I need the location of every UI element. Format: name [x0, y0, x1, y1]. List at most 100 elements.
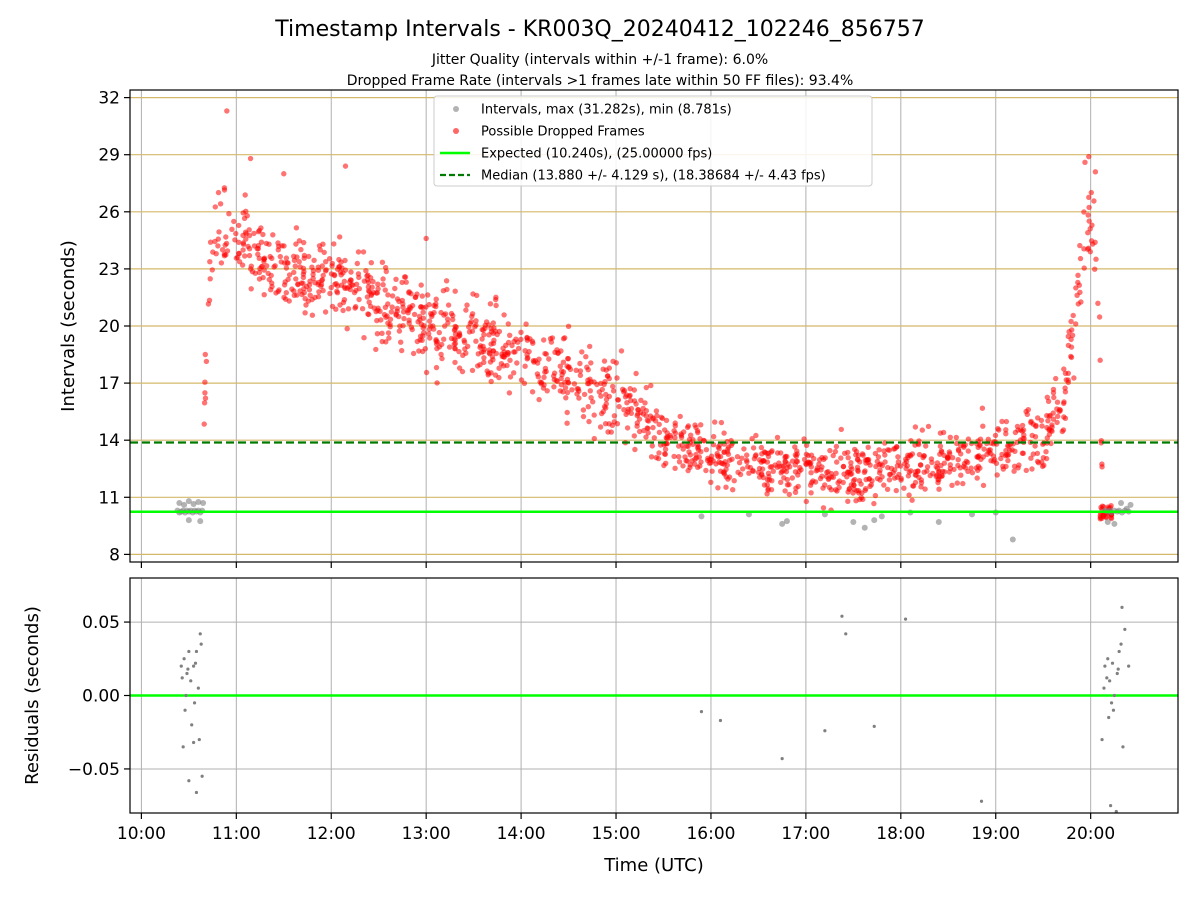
dropped-frame-point	[426, 318, 433, 324]
dropped-frame-point	[456, 348, 462, 355]
dropped-frame-point	[360, 249, 367, 255]
dropped-frame-point	[586, 380, 592, 387]
dropped-frame-point	[981, 446, 987, 452]
dropped-frame-point	[400, 323, 406, 329]
dropped-frame-point	[827, 447, 833, 454]
x-axis-label: Time (UTC)	[603, 855, 704, 876]
dropped-frame-point	[379, 338, 385, 345]
dropped-frame-point	[642, 400, 648, 406]
dropped-frame-point	[1049, 422, 1055, 428]
residual-point	[1107, 715, 1111, 720]
dropped-frame-point	[845, 498, 851, 504]
dropped-frame-point	[488, 325, 494, 332]
dropped-frame-point	[778, 479, 784, 485]
dropped-frame-point	[338, 272, 344, 278]
dropped-frame-point	[828, 470, 835, 477]
dropped-frame-point	[623, 411, 629, 418]
dropped-frame-point	[794, 458, 801, 465]
dropped-frame-point	[725, 451, 732, 457]
dropped-frame-point	[803, 442, 810, 448]
dropped-frame-point	[1078, 299, 1084, 305]
interval-point	[1123, 505, 1130, 512]
dropped-frame-point	[387, 316, 394, 322]
bottom-panel: 0.05 0.00 −0.05 10:00 11:00 12:00 13:00 14:00 15…	[22, 577, 1179, 876]
dropped-frame-point	[658, 414, 665, 420]
dropped-frame-point	[386, 335, 392, 341]
interval-point	[871, 517, 878, 524]
residual-point	[1117, 649, 1121, 654]
dropped-frame-point	[1053, 375, 1059, 382]
dropped-frame-point	[306, 253, 312, 260]
residual-point	[699, 710, 704, 714]
dropped-frame-point	[551, 373, 557, 379]
dropped-frame-point	[1087, 226, 1093, 232]
dropped-frame-point	[774, 464, 781, 470]
dropped-frame-point	[765, 453, 772, 460]
dropped-frame-point	[834, 488, 840, 494]
dropped-frame-point	[782, 453, 789, 460]
dropped-frame-point	[1038, 417, 1045, 424]
dropped-frame-point	[921, 453, 927, 459]
dropped-frame-point	[507, 332, 513, 338]
dropped-frame-point	[1040, 455, 1047, 461]
dropped-frame-point	[1005, 457, 1011, 464]
dropped-frame-point	[586, 418, 592, 425]
dropped-frame-point	[393, 312, 399, 318]
dropped-frame-point	[644, 417, 651, 424]
dropped-frame-point	[703, 447, 710, 453]
dropped-frame-point	[1065, 377, 1071, 383]
dropped-frame-point	[893, 487, 899, 494]
dropped-frame-point	[1062, 415, 1069, 421]
interval-point	[200, 500, 207, 506]
residual-point	[196, 686, 200, 690]
dropped-frame-point	[1023, 408, 1029, 415]
dropped-frame-point	[581, 391, 588, 398]
dropped-frame-point	[680, 446, 686, 452]
dropped-frame-point	[671, 453, 677, 460]
dropped-frame-point	[1069, 332, 1076, 338]
dropped-frame-point	[1070, 312, 1076, 319]
dropped-frame-point	[621, 407, 627, 413]
dropped-frame-point	[886, 477, 893, 483]
dropped-frame-point	[503, 342, 509, 348]
residual-point	[192, 664, 196, 668]
dropped-frame-point	[260, 274, 266, 281]
dropped-frame-point	[974, 475, 980, 481]
dropped-frame-point	[319, 263, 325, 269]
dropped-frame-point	[433, 296, 439, 302]
dropped-frame-point	[750, 445, 757, 451]
dropped-frame-point	[912, 442, 918, 448]
dropped-frame-point	[286, 272, 293, 278]
dropped-frame-point	[801, 456, 808, 463]
dropped-frame-point	[620, 386, 626, 392]
dropped-frame-point	[1069, 327, 1075, 333]
dropped-frame-point	[580, 413, 587, 420]
dropped-frame-point	[781, 475, 787, 481]
dropped-frame-point	[657, 442, 664, 448]
dropped-frame-point	[231, 218, 237, 225]
interval-point	[1009, 536, 1016, 543]
dropped-frame-point	[361, 335, 367, 341]
dropped-frame-point	[236, 222, 242, 229]
dropped-frame-point	[267, 253, 273, 260]
dropped-frame-point	[329, 263, 335, 269]
dropped-frame-point	[399, 279, 405, 286]
dropped-frame-point	[744, 459, 750, 465]
dropped-frame-point	[602, 421, 609, 427]
dropped-frame-point	[634, 420, 640, 426]
residual-point	[185, 671, 189, 676]
chart-subtitle-dropped: Dropped Frame Rate (intervals >1 frames …	[347, 73, 854, 89]
dropped-frame-point	[903, 458, 910, 464]
dropped-frame-point	[441, 336, 447, 342]
dropped-frame-point	[840, 479, 846, 486]
dropped-frame-point	[284, 260, 290, 266]
residual-point	[844, 632, 848, 636]
dropped-frame-point	[585, 404, 591, 410]
dropped-frame-point	[1086, 153, 1092, 160]
dropped-frame-point	[1061, 366, 1067, 372]
dropped-frame-point	[496, 365, 502, 371]
dropped-frame-point	[686, 449, 692, 455]
dropped-frame-point	[797, 464, 803, 471]
dropped-frame-point	[820, 505, 827, 511]
dropped-frame-point	[759, 466, 766, 472]
